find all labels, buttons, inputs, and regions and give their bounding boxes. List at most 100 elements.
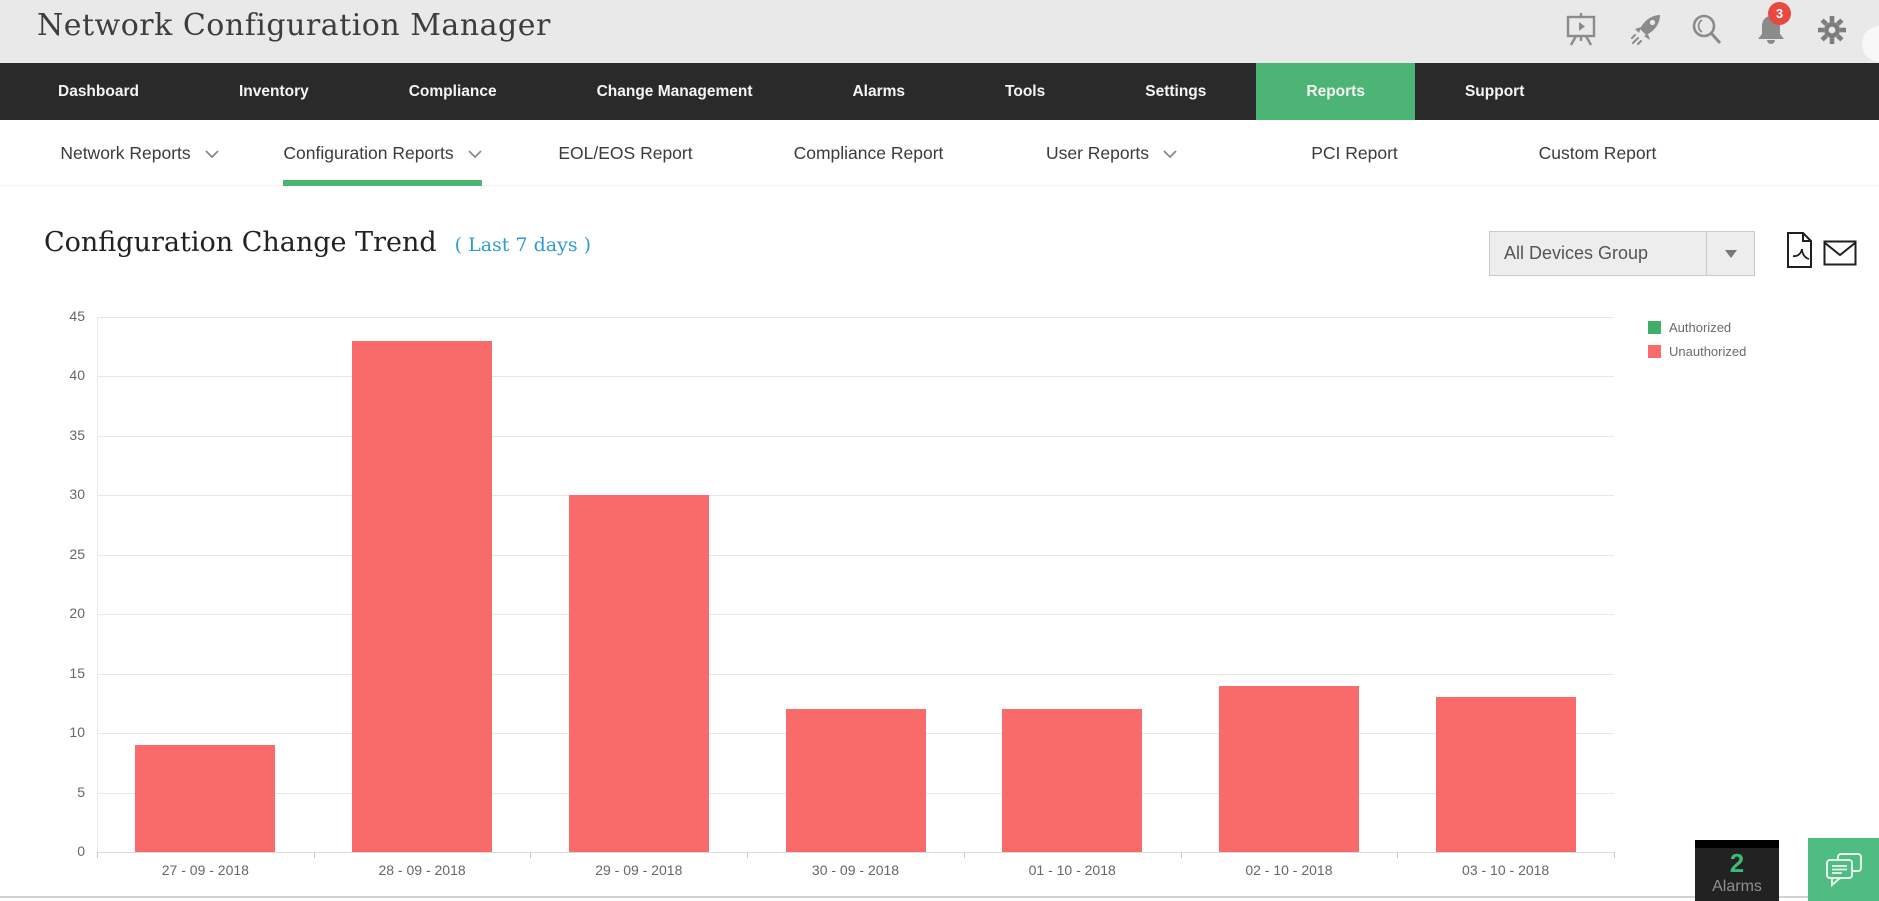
x-axis-category-label: 29 - 09 - 2018: [595, 862, 683, 878]
y-gridline: [97, 435, 1614, 437]
chevron-down-icon: [205, 150, 219, 159]
alarms-label: Alarms: [1712, 878, 1762, 895]
nav-item-alarms[interactable]: Alarms: [852, 83, 906, 100]
y-gridline: [97, 852, 1614, 853]
y-axis-tick-label: 40: [69, 367, 85, 384]
email-report-button[interactable]: [1823, 236, 1857, 270]
chat-bubbles-icon: [1825, 852, 1862, 887]
x-axis-category-label: 28 - 09 - 2018: [378, 862, 466, 878]
main-navigation: Dashboard Inventory Compliance Change Ma…: [0, 63, 1879, 120]
x-axis-category-label: 30 - 09 - 2018: [811, 862, 900, 878]
y-gridline: [97, 495, 1614, 497]
alarms-widget[interactable]: 2 Alarms: [1695, 840, 1779, 901]
x-axis-tick: [747, 852, 749, 858]
x-axis-category-label: 01 - 10 - 2018: [1028, 862, 1116, 878]
nav-item-change-management[interactable]: Change Management: [596, 83, 753, 100]
y-axis-tick-label: 15: [69, 664, 85, 681]
y-gridline: [97, 614, 1614, 616]
chevron-down-icon: [467, 150, 482, 159]
nav-item-tools[interactable]: Tools: [1005, 83, 1046, 100]
subnav-label: Compliance Report: [793, 142, 944, 163]
y-axis-tick-label: 45: [69, 308, 85, 324]
nav-item-compliance[interactable]: Compliance: [408, 83, 497, 100]
chart-legend: Authorized Unauthorized: [1648, 320, 1746, 368]
search-icon[interactable]: [1689, 11, 1725, 49]
subnav-item-user-reports[interactable]: User Reports: [990, 120, 1233, 186]
caret-down-icon: [1724, 249, 1737, 258]
y-gridline: [97, 317, 1614, 318]
subnav-item-pci-report[interactable]: PCI Report: [1233, 120, 1476, 186]
subnav-label: Network Reports: [60, 142, 191, 163]
nav-item-support[interactable]: Support: [1464, 83, 1525, 100]
legend-label: Authorized: [1669, 320, 1732, 335]
y-axis-line: [97, 317, 98, 852]
y-gridline: [97, 554, 1614, 556]
legend-item-unauthorized[interactable]: Unauthorized: [1648, 344, 1746, 359]
y-axis-tick-label: 5: [77, 783, 85, 800]
y-axis-tick-label: 25: [69, 545, 85, 562]
y-axis-tick-label: 0: [77, 843, 85, 859]
app-title: Network Configuration Manager: [37, 8, 551, 43]
legend-swatch-authorized: [1648, 321, 1661, 334]
report-period: ( Last 7 days ): [454, 234, 592, 256]
select-arrow[interactable]: [1706, 232, 1754, 275]
chevron-down-icon: [1163, 150, 1177, 159]
subnav-item-compliance-report[interactable]: Compliance Report: [747, 120, 990, 186]
bar-unauthorized[interactable]: [568, 495, 709, 852]
subnav-label: Configuration Reports: [283, 142, 454, 163]
x-axis-tick: [97, 852, 98, 858]
y-gridline: [97, 673, 1614, 675]
active-tab-underline: [283, 180, 482, 186]
reports-sub-navigation: Network Reports Configuration Reports EO…: [0, 120, 1879, 186]
device-group-selected-value: All Devices Group: [1504, 243, 1649, 263]
rocket-icon[interactable]: [1629, 11, 1665, 49]
bar-unauthorized[interactable]: [1218, 685, 1359, 852]
legend-item-authorized[interactable]: Authorized: [1648, 320, 1746, 335]
top-header-bar: Network Configuration Manager: [0, 0, 1879, 63]
alarms-count: 2: [1729, 848, 1745, 878]
subnav-label: EOL/EOS Report: [558, 142, 693, 163]
gear-icon[interactable]: [1814, 11, 1850, 49]
x-axis-category-label: 02 - 10 - 2018: [1245, 862, 1333, 878]
subnav-item-network-reports[interactable]: Network Reports: [18, 120, 261, 186]
y-gridline: [97, 376, 1614, 378]
subnav-label: PCI Report: [1311, 142, 1398, 163]
report-title-text: Configuration Change Trend: [44, 227, 437, 258]
y-axis-tick-label: 35: [69, 426, 85, 443]
x-axis-tick: [313, 852, 315, 858]
y-axis-tick-label: 30: [69, 486, 85, 503]
subnav-label: User Reports: [1045, 142, 1150, 163]
x-axis-tick: [1397, 852, 1399, 858]
y-axis-tick-label: 10: [69, 724, 85, 741]
x-axis-tick: [530, 852, 532, 858]
presentation-icon[interactable]: [1563, 11, 1599, 49]
x-axis-tick: [1614, 852, 1615, 858]
x-axis-category-label: 03 - 10 - 2018: [1462, 862, 1550, 878]
device-group-select[interactable]: All Devices Group: [1489, 231, 1755, 276]
x-axis-tick: [1180, 852, 1182, 858]
notification-badge[interactable]: 3: [1768, 2, 1791, 25]
chat-support-button[interactable]: [1808, 838, 1879, 901]
y-axis-tick-label: 20: [69, 605, 85, 622]
bar-unauthorized[interactable]: [1002, 709, 1143, 852]
bar-unauthorized[interactable]: [785, 709, 926, 852]
bar-unauthorized[interactable]: [352, 340, 493, 852]
nav-item-reports[interactable]: Reports: [1256, 63, 1415, 120]
bottom-divider: [0, 896, 1879, 898]
x-axis-category-label: 27 - 09 - 2018: [161, 862, 249, 878]
subnav-item-eol-eos-report[interactable]: EOL/EOS Report: [504, 120, 747, 186]
subnav-item-configuration-reports[interactable]: Configuration Reports: [261, 120, 504, 186]
bar-unauthorized[interactable]: [1435, 697, 1576, 852]
legend-swatch-unauthorized: [1648, 345, 1661, 358]
avatar[interactable]: [1862, 26, 1879, 62]
nav-item-inventory[interactable]: Inventory: [238, 83, 309, 100]
nav-item-dashboard[interactable]: Dashboard: [58, 83, 139, 100]
x-axis-tick: [963, 852, 965, 858]
page-title: Configuration Change Trend ( Last 7 days …: [44, 227, 591, 258]
bar-unauthorized[interactable]: [135, 745, 276, 852]
nav-item-settings[interactable]: Settings: [1145, 83, 1207, 100]
export-pdf-button[interactable]: [1782, 230, 1816, 270]
legend-label: Unauthorized: [1669, 344, 1747, 359]
subnav-item-custom-report[interactable]: Custom Report: [1476, 120, 1719, 186]
subnav-label: Custom Report: [1538, 142, 1657, 163]
